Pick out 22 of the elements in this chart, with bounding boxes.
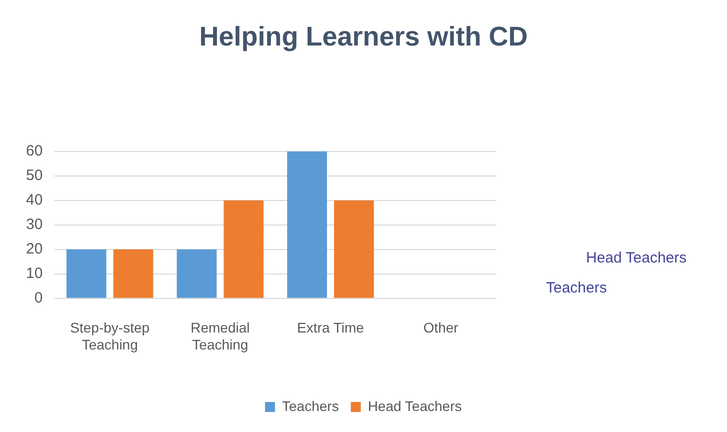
bar xyxy=(66,249,106,298)
bar xyxy=(176,249,217,298)
bar xyxy=(287,151,327,298)
y-tick-label: 60 xyxy=(26,142,43,160)
y-tick-label: 30 xyxy=(26,216,43,234)
chart-title: Helping Learners with CD xyxy=(199,22,528,52)
text: Head Teachers xyxy=(586,250,687,267)
y-tick-label: 50 xyxy=(26,167,43,184)
legend-label: Teachers xyxy=(282,398,339,414)
y-tick-label: 20 xyxy=(26,240,43,258)
x-tick-label: Step-by-step Teaching xyxy=(70,320,150,352)
bar xyxy=(224,200,264,298)
text: Teachers xyxy=(546,280,607,297)
y-tick-label: 40 xyxy=(26,192,43,209)
x-tick-label: Remedial Teaching xyxy=(190,320,250,352)
y-tick-label: 10 xyxy=(26,265,43,282)
bar xyxy=(334,200,374,298)
x-tick-label: Other xyxy=(423,320,459,336)
bar xyxy=(113,249,154,298)
x-tick-label: Extra Time xyxy=(297,320,364,336)
y-tick-label: 0 xyxy=(34,290,43,307)
legend-label: Head Teachers xyxy=(368,398,462,414)
